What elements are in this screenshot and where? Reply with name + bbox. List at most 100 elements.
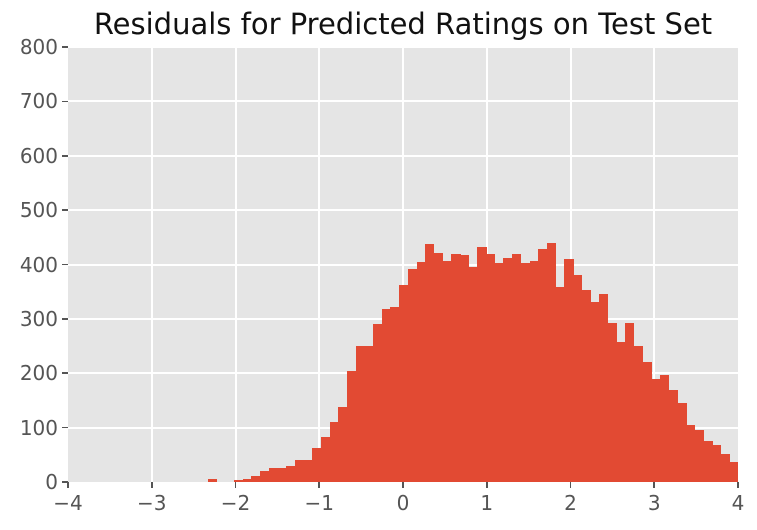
histogram-bar (364, 346, 374, 482)
histogram-bar (659, 374, 670, 482)
chart-title: Residuals for Predicted Ratings on Test … (93, 7, 713, 41)
histogram-bar (564, 259, 574, 482)
histogram-bar (451, 254, 461, 482)
histogram-bar (294, 459, 305, 482)
histogram-bar (338, 406, 348, 482)
x-tick-label: 3 (647, 491, 661, 515)
histogram-bar (581, 290, 591, 482)
histogram-bar (407, 268, 418, 482)
y-tick (62, 100, 68, 103)
histogram-bar (320, 436, 331, 482)
histogram-bar (286, 465, 296, 482)
histogram-bar (616, 341, 626, 482)
y-tick-label: 500 (19, 198, 58, 223)
histogram-bar (599, 294, 609, 482)
histogram-bar (546, 242, 557, 482)
x-tick (402, 482, 404, 488)
y-tick-label: 100 (19, 415, 58, 440)
x-tick (234, 482, 237, 488)
histogram-bar (329, 421, 339, 482)
histogram-bar (572, 274, 583, 482)
x-gridline (150, 47, 153, 482)
x-tick-label: −4 (53, 491, 83, 515)
y-tick (62, 263, 68, 266)
histogram-bar (277, 468, 287, 482)
x-gridline (653, 47, 656, 482)
histogram-bar (312, 447, 322, 482)
y-tick (62, 209, 68, 211)
histogram-bar (651, 378, 661, 482)
histogram-bar (555, 286, 565, 482)
y-tick-label: 700 (19, 89, 58, 114)
x-tick-label: −1 (304, 491, 334, 515)
histogram-bar (442, 260, 452, 482)
x-tick-label: 4 (731, 491, 745, 515)
histogram-bar (694, 429, 704, 482)
histogram-bar (494, 262, 505, 482)
y-tick-label: 600 (19, 143, 58, 168)
histogram-bar (486, 254, 496, 482)
y-tick-label: 0 (45, 470, 58, 494)
histogram-bar (477, 246, 487, 482)
histogram-bar (459, 255, 470, 482)
histogram-bar (703, 440, 713, 482)
y-tick-label: 400 (19, 252, 58, 277)
histogram-bar (677, 403, 687, 482)
histogram-bar (433, 253, 444, 482)
histogram-bar (642, 362, 652, 482)
histogram-bar (373, 324, 383, 482)
x-gridline (318, 47, 321, 482)
y-tick-label: 800 (19, 35, 58, 59)
histogram-bar (242, 478, 252, 482)
histogram-bar (268, 468, 278, 482)
x-tick-label: 0 (396, 491, 410, 515)
histogram-bar (399, 285, 409, 482)
x-tick-label: 1 (480, 491, 494, 515)
histogram-bar (346, 370, 357, 482)
x-tick-label: −2 (220, 491, 251, 515)
histogram-bar (416, 261, 426, 482)
y-tick (62, 426, 68, 429)
histogram-bar (520, 262, 531, 482)
plot-area (68, 47, 738, 482)
histogram-bar (685, 424, 696, 482)
histogram-bar (729, 462, 738, 482)
histogram-bar (590, 302, 600, 482)
x-gridline (402, 47, 404, 482)
y-tick (62, 481, 68, 483)
histogram-bar (468, 266, 478, 482)
histogram-bar (381, 309, 391, 482)
histogram-bar (425, 244, 435, 482)
histogram-bar (538, 249, 548, 482)
y-tick (62, 46, 68, 48)
x-gridline (234, 47, 237, 482)
y-tick (62, 154, 68, 157)
x-tick (318, 482, 321, 488)
x-tick (653, 482, 656, 488)
x-tick-label: −3 (137, 491, 167, 515)
x-tick (485, 482, 488, 488)
x-tick (737, 482, 739, 488)
histogram-bar (355, 346, 365, 482)
x-tick (569, 482, 572, 488)
histogram-bar (607, 323, 618, 482)
histogram-bar (720, 453, 731, 482)
histogram-bar (233, 479, 244, 482)
y-tick (62, 318, 68, 320)
y-tick-label: 200 (19, 361, 58, 386)
histogram-bar (390, 306, 400, 482)
histogram-bar (251, 476, 261, 482)
histogram-bar (668, 389, 678, 482)
x-tick (67, 482, 69, 488)
x-tick (150, 482, 153, 488)
y-tick (62, 372, 68, 375)
histogram-bar (207, 479, 218, 482)
histogram-bar (625, 323, 635, 482)
x-tick-label: 2 (564, 491, 577, 515)
histogram-bar (303, 459, 313, 482)
histogram-bar (512, 254, 522, 482)
histogram-bar (529, 260, 539, 482)
histogram-bar (260, 471, 270, 482)
histogram-bar (633, 345, 644, 482)
